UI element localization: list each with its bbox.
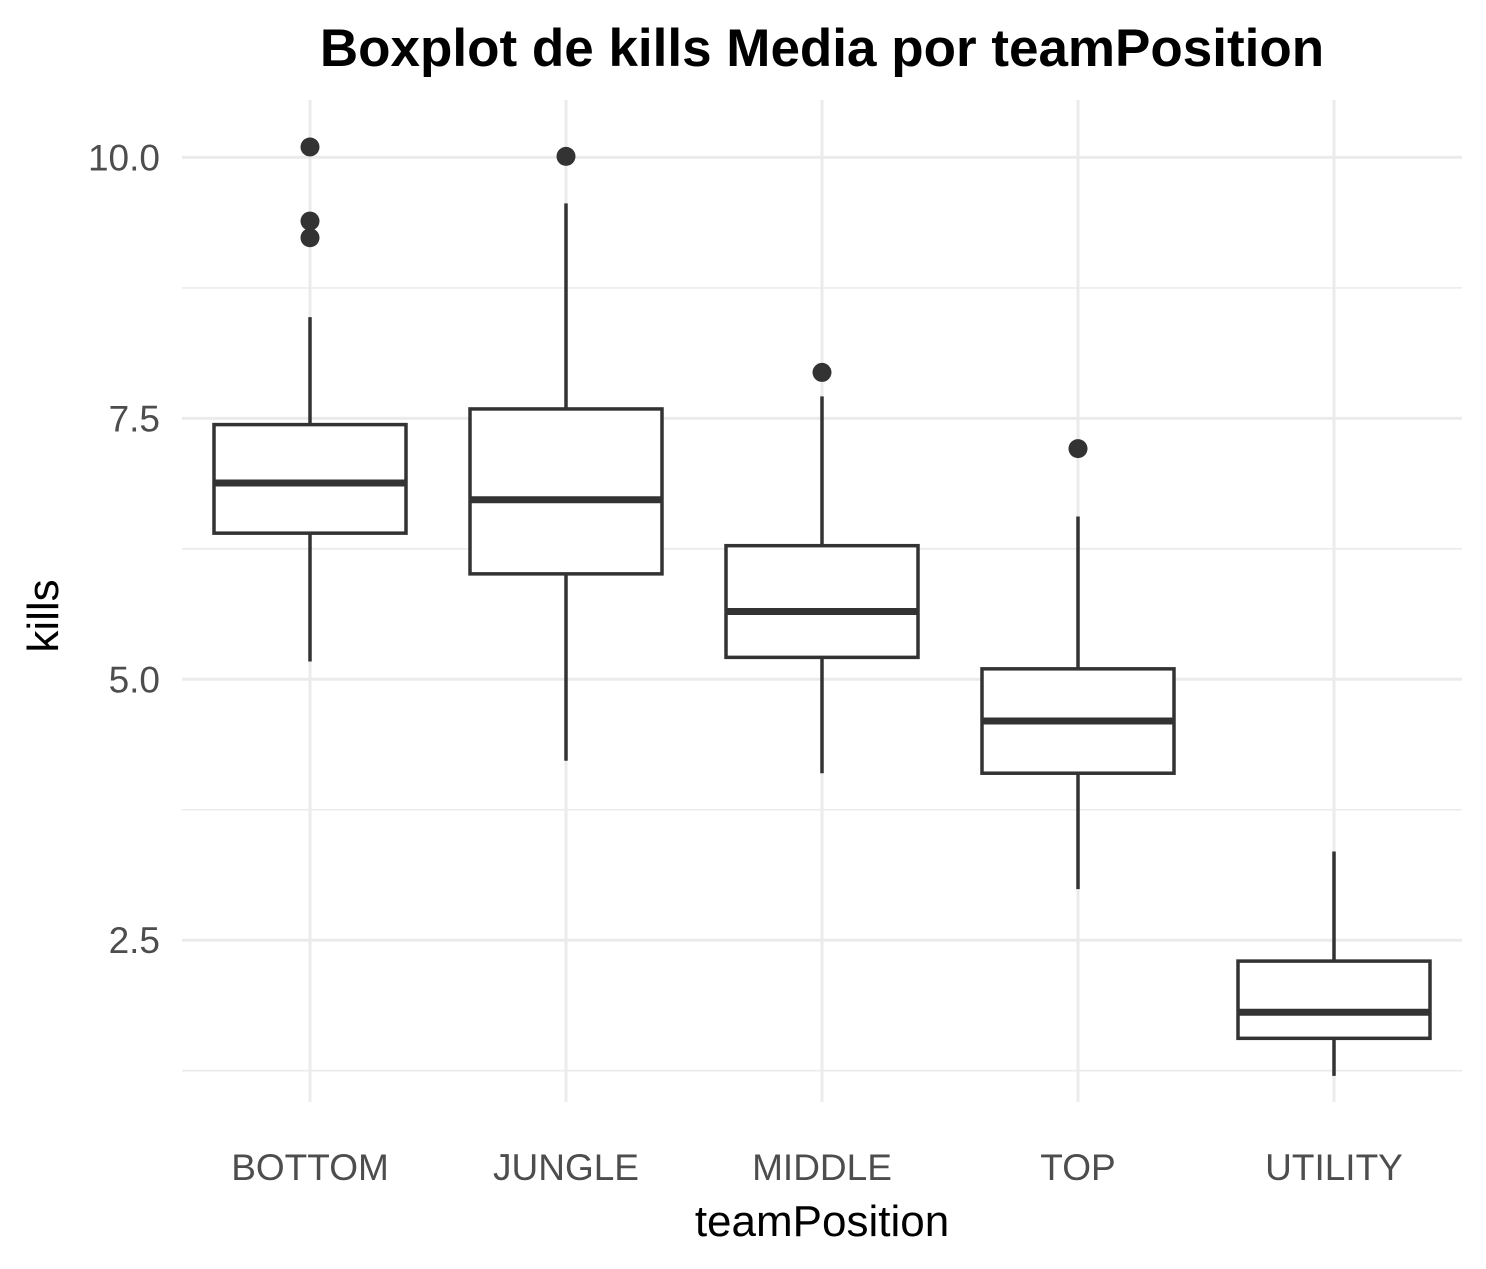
x-tick-label-jungle: JUNGLE — [493, 1147, 639, 1188]
iqr-box — [1236, 959, 1432, 1041]
outlier-point — [300, 211, 320, 231]
y-tick-label: 10.0 — [88, 137, 160, 178]
box-group-top — [980, 439, 1176, 890]
iqr-box — [212, 422, 408, 535]
x-tick-label-middle: MIDDLE — [752, 1147, 892, 1188]
outlier-point — [812, 362, 832, 382]
iqr-box — [724, 543, 920, 660]
box-group-middle — [724, 362, 920, 774]
x-tick-label-top: TOP — [1040, 1147, 1115, 1188]
tick-layer: 2.5 5.0 7.5 10.0 BOTTOM JUNGLE MIDDLE TOP UTILIT… — [88, 137, 1403, 1188]
outlier-point — [556, 146, 576, 166]
y-tick-label: 7.5 — [109, 398, 160, 439]
box-layer — [212, 137, 1432, 1076]
outlier-point — [1068, 439, 1088, 459]
y-tick-label: 2.5 — [109, 920, 160, 961]
y-axis-title: kills — [19, 579, 68, 652]
x-tick-label-utility: UTILITY — [1265, 1147, 1403, 1188]
x-axis-title: teamPosition — [695, 1197, 949, 1246]
box-group-utility — [1236, 851, 1432, 1076]
y-tick-label: 5.0 — [109, 659, 160, 700]
x-tick-label-bottom: BOTTOM — [231, 1147, 389, 1188]
chart-title: Boxplot de kills Media por teamPosition — [320, 19, 1324, 78]
outlier-point — [300, 137, 320, 157]
outlier-point — [300, 228, 320, 248]
box-group-bottom — [212, 137, 408, 662]
iqr-box — [468, 407, 664, 576]
box-group-jungle — [468, 146, 664, 761]
